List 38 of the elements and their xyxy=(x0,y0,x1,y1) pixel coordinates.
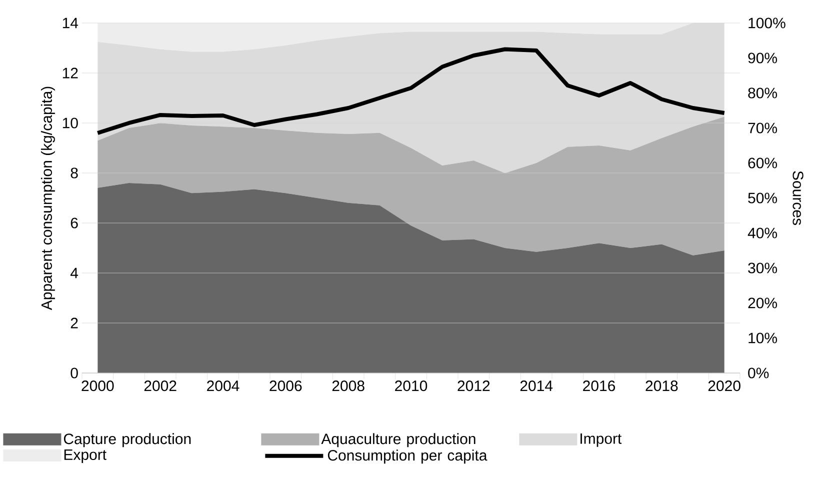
y2-tick-label: 40% xyxy=(748,228,778,238)
y2-tick-label: 80% xyxy=(748,88,778,98)
y2-axis-title: Sources xyxy=(792,171,804,225)
x-tick-label: 2012 xyxy=(458,380,490,392)
y-tick-label: 0 xyxy=(70,368,78,378)
y2-tick-label: 60% xyxy=(748,158,778,168)
x-tick-label: 2016 xyxy=(583,380,616,392)
x-tick-label: 2008 xyxy=(332,380,364,392)
x-tick-label: 2000 xyxy=(82,380,114,392)
x-tick-label: 2018 xyxy=(646,380,678,392)
x-tick-label: 2006 xyxy=(270,380,302,392)
x-tick-label: 2002 xyxy=(144,380,176,392)
x-tick-label: 2020 xyxy=(708,380,740,392)
legend-label: Aquaculture production xyxy=(321,433,476,448)
y-tick-label: 2 xyxy=(70,318,78,328)
legend-label: Capture production xyxy=(64,433,191,448)
x-tick-label: 2004 xyxy=(207,380,240,392)
y2-tick-label: 70% xyxy=(748,122,778,134)
y-tick-label: 4 xyxy=(70,268,78,278)
y-tick-label: 14 xyxy=(62,18,78,28)
x-tick-label: 2010 xyxy=(395,380,428,392)
x-tick-label: 2014 xyxy=(520,380,553,392)
y-tick-label: 10 xyxy=(62,118,78,128)
y-tick-label: 6 xyxy=(70,218,78,228)
legend-label: Consumption per capita xyxy=(328,450,488,464)
y-tick-label: 8 xyxy=(70,168,78,178)
y2-tick-label: 90% xyxy=(748,52,778,64)
y2-tick-label: 30% xyxy=(748,262,778,274)
line-series xyxy=(96,47,726,135)
y2-tick-label: 10% xyxy=(748,332,778,344)
y-axis-title: Apparent consumption (kg/capita) xyxy=(40,86,55,310)
legend-label: Import xyxy=(580,433,622,447)
y2-tick-label: 100% xyxy=(748,18,786,28)
y2-tick-label: 0% xyxy=(748,368,769,378)
y2-tick-label: 20% xyxy=(748,298,778,308)
y2-tick-label: 50% xyxy=(748,192,778,204)
y-tick-label: 12 xyxy=(62,68,78,78)
legend-label: Export xyxy=(64,450,106,463)
